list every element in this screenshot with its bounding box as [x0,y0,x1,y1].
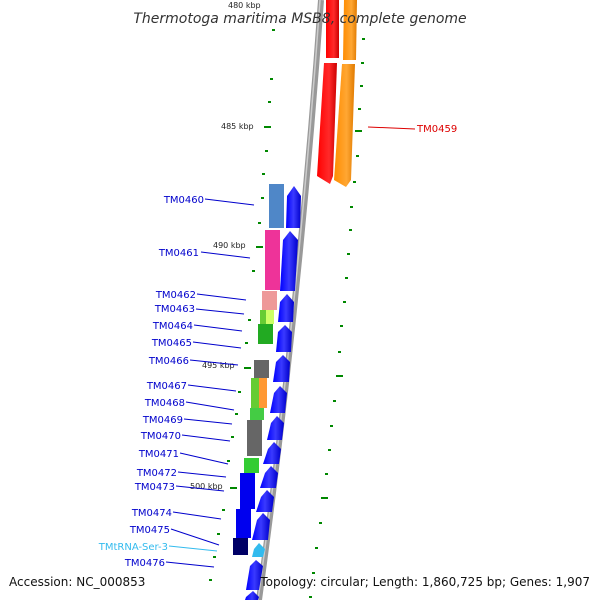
cog-block [259,378,267,408]
cog-block [240,473,255,509]
gene-label-tm0459[interactable]: TM0459 [416,124,457,135]
gene-label-tm0472[interactable]: TM0472 [136,468,177,479]
gene-label-tm0475[interactable]: TM0475 [129,525,170,536]
gene-label-tm0464[interactable]: TM0464 [152,321,193,332]
gene-label-tm0460[interactable]: TM0460 [163,195,204,206]
kbp-label: 485 kbp [221,122,254,131]
gene-tm0459-orange-segment-a[interactable] [343,0,357,60]
gene-arrow[interactable] [270,386,287,413]
gene-label-tm0476[interactable]: TM0476 [124,558,165,569]
kbp-label: 480 kbp [228,1,261,10]
gene-arrow[interactable] [276,325,292,352]
gene-label-tm0463[interactable]: TM0463 [154,304,195,315]
gene-tm0459-red-segment-a[interactable] [326,0,339,58]
gene-label-tm0462[interactable]: TM0462 [155,290,196,301]
gene-label-tm0473[interactable]: TM0473 [134,482,175,493]
gene-arrow[interactable] [267,416,284,440]
label-leaders [165,126,416,568]
gene-label-tm0466[interactable]: TM0466 [148,356,189,367]
reverse-strand-genes [317,0,357,187]
cog-block [254,360,269,378]
gene-arrow[interactable] [252,513,270,540]
map-title: Thermotoga maritima MSB8, complete genom… [133,11,466,27]
cog-block [250,408,264,420]
gene-arrow[interactable] [260,466,278,488]
tick-marks [209,29,365,598]
gene-arrow[interactable] [263,442,281,464]
cog-block [233,538,248,555]
gene-label-tm0470[interactable]: TM0470 [140,431,181,442]
cog-block [262,291,277,310]
cog-block [269,184,284,228]
gene-label-tm0465[interactable]: TM0465 [151,338,192,349]
scale-labels: 480 kbp 485 kbp 490 kbp 495 kbp 500 kbp [190,1,261,491]
gene-tm0459-red-segment-b[interactable] [317,63,337,184]
gene-tm0459-orange-segment-b[interactable] [334,64,355,187]
gene-label-tm0469[interactable]: TM0469 [142,415,183,426]
cog-block [258,324,273,344]
kbp-label: 495 kbp [202,361,235,370]
gene-label-tm0468[interactable]: TM0468 [144,398,185,409]
genome-backbone-highlight [257,0,321,600]
gene-label-tm0467[interactable]: TM0467 [146,381,187,392]
gene-arrow[interactable] [280,231,298,291]
gene-arrow[interactable] [246,560,263,590]
gene-arrow[interactable] [286,186,301,228]
gene-arrow[interactable] [273,355,290,382]
gene-arrow[interactable] [256,490,274,512]
accession-text: Accession: NC_000853 [9,575,145,589]
gene-label-tmtrna-ser-3[interactable]: TMtRNA-Ser-3 [98,542,168,553]
gene-arrow[interactable] [245,591,259,600]
cog-block [260,310,266,324]
gene-label-tm0461[interactable]: TM0461 [158,248,199,259]
gene-arrow[interactable] [278,294,294,322]
cog-block [265,230,280,290]
cog-blocks [233,184,284,555]
cog-block [266,310,274,324]
kbp-label: 490 kbp [213,241,246,250]
cog-block [244,458,259,473]
topology-text: Topology: circular; Length: 1,860,725 bp… [259,575,590,589]
gene-label-tm0471[interactable]: TM0471 [138,449,179,460]
cog-block [251,378,259,408]
trna-arrow[interactable] [252,543,265,557]
forward-strand-genes [245,186,301,600]
kbp-label: 500 kbp [190,482,223,491]
genome-backbone [256,0,324,600]
gene-label-tm0474[interactable]: TM0474 [131,508,172,519]
gene-labels: TM0459 TM0460 TM0461 TM0462 TM0463 TM046… [98,124,457,569]
cog-block [247,420,262,456]
cog-block [236,509,251,538]
